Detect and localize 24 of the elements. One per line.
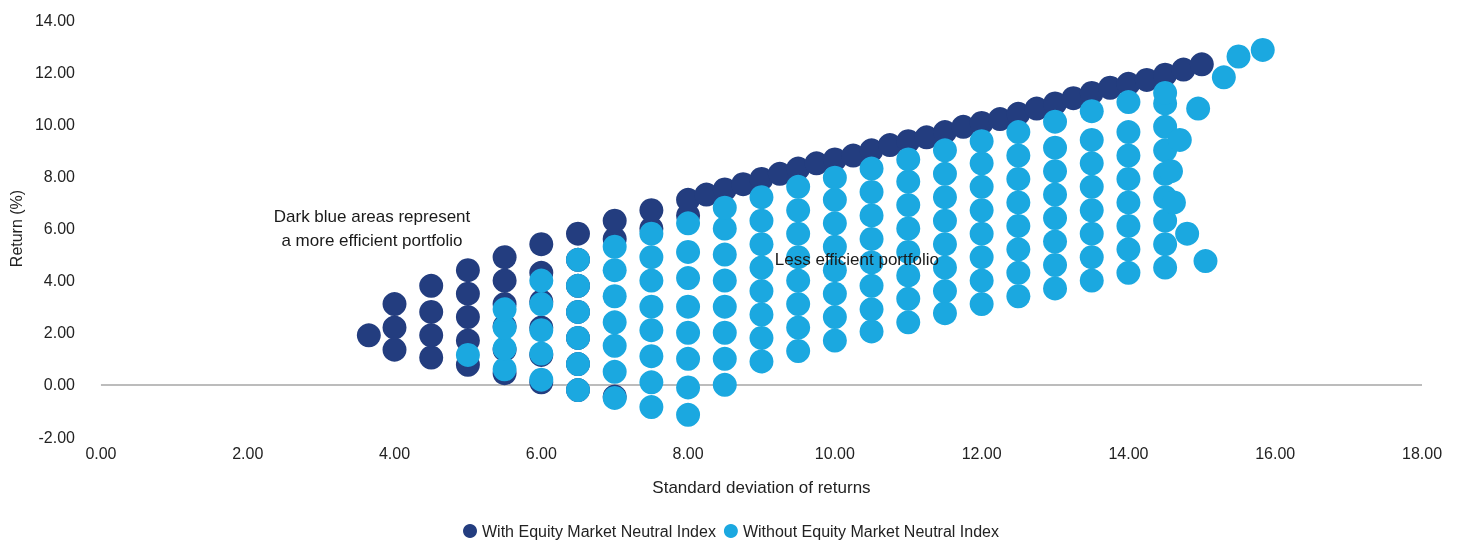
y-tick-label: 6.00 [43,220,76,237]
y-tick-label: 4.00 [43,272,76,290]
x-tick-label: 12.00 [961,444,1002,462]
y-tick-label: 0.00 [43,376,76,394]
y-tick-label: 14.00 [34,11,76,29]
legend-label: With Equity Market Neutral Index [482,522,716,540]
x-tick-label: 14.00 [1108,444,1149,462]
y-tick-label: 12.00 [34,63,76,81]
y-tick-label: 8.00 [43,167,76,185]
x-tick-label: 10.00 [814,444,855,462]
x-tick-label: 2.00 [232,444,264,462]
x-tick-label: 0.00 [85,444,117,462]
x-tick-label: 8.00 [672,444,704,462]
y-tick-label: 2.00 [43,324,76,342]
y-tick-label: 10.00 [34,115,76,133]
x-tick-label: 6.00 [525,444,557,462]
annotation: Dark blue areas represent a more efficient portfolio [273,206,471,250]
x-tick-label: 18.00 [1401,444,1443,462]
y-axis-title: Return (%) [7,189,25,268]
legend-label: Without Equity Market Neutral Index [742,522,999,540]
x-axis-title: Standard deviation of returns [652,478,871,497]
x-tick-label: 16.00 [1255,444,1296,462]
y-tick-label: -2.00 [38,428,76,446]
x-tick-label: 4.00 [378,444,411,462]
